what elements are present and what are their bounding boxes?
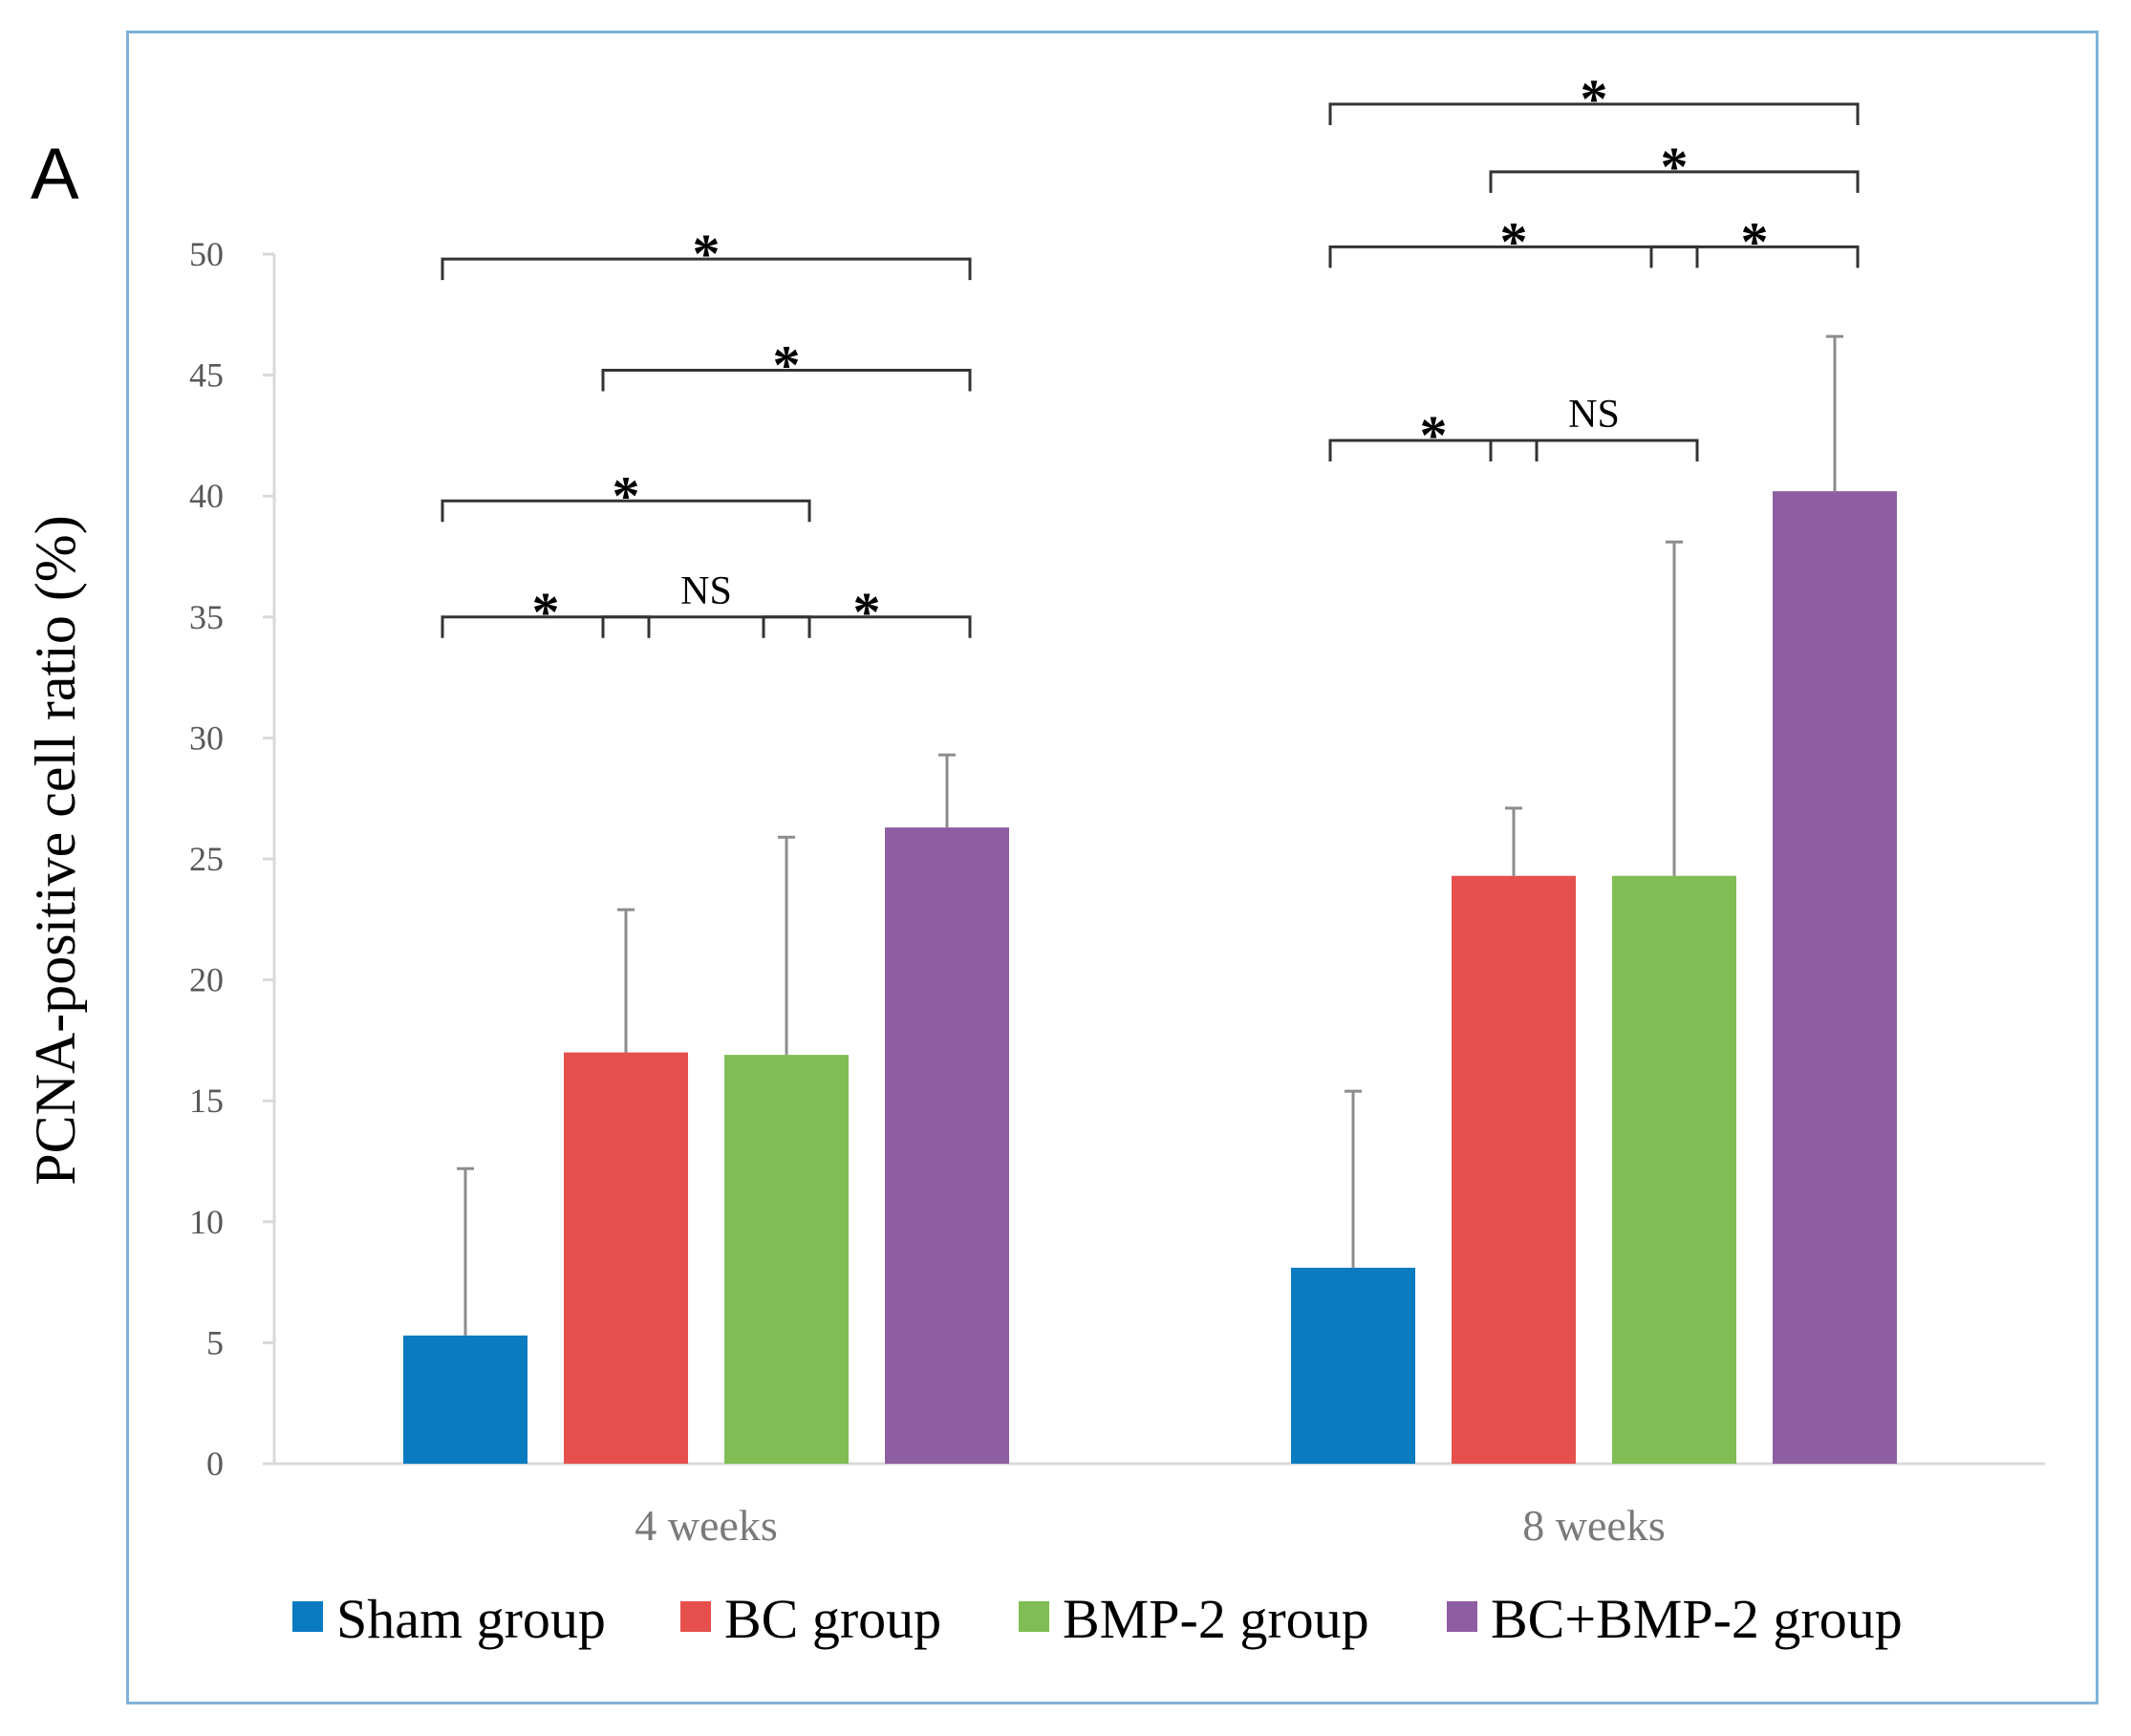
significance-bracket xyxy=(601,615,811,638)
legend-label: Sham group xyxy=(336,1588,606,1650)
significance-bracket xyxy=(1489,170,1860,193)
y-tick-label: 5 xyxy=(206,1323,224,1361)
significance-label: NS xyxy=(680,569,732,613)
significance-label: * xyxy=(1581,68,1608,130)
significance-label: * xyxy=(1420,404,1448,466)
x-category-label: 4 weeks xyxy=(635,1501,777,1550)
legend-swatch xyxy=(1019,1601,1049,1632)
legend-swatch xyxy=(1447,1601,1477,1632)
bar xyxy=(403,1335,527,1464)
significance-bracket xyxy=(1328,102,1860,126)
y-tick-label: 35 xyxy=(189,598,224,636)
y-tick-label: 40 xyxy=(189,477,224,515)
y-tick-label: 45 xyxy=(189,356,224,395)
significance-bracket xyxy=(1649,245,1860,268)
bar xyxy=(1452,875,1576,1464)
y-tick-label: 25 xyxy=(189,840,224,878)
significance-label: * xyxy=(613,464,640,526)
significance-bracket xyxy=(441,257,972,281)
legend-label: BMP-2 group xyxy=(1063,1588,1369,1650)
significance-label: * xyxy=(1741,210,1769,272)
y-tick-label: 0 xyxy=(206,1445,224,1483)
significance-label: * xyxy=(693,223,721,285)
y-axis-label: PCNA-positive cell ratio (%) xyxy=(24,515,87,1186)
y-tick-label: 15 xyxy=(189,1082,224,1120)
y-tick-label: 20 xyxy=(189,961,224,999)
significance-label: * xyxy=(1500,210,1528,272)
y-tick-label: 10 xyxy=(189,1203,224,1241)
significance-label: * xyxy=(1661,136,1689,198)
significance-bracket xyxy=(762,615,972,638)
significance-bracket xyxy=(1328,439,1539,461)
significance-bracket xyxy=(1489,439,1699,461)
legend-label: BC group xyxy=(724,1588,941,1650)
legend: Sham group BC group BMP-2 group BC+BMP-2 gr… xyxy=(292,1588,1903,1650)
panel-label: A xyxy=(31,134,79,215)
bar xyxy=(1291,1267,1415,1464)
bars-group xyxy=(403,334,1897,1464)
significance-group: * NS * * * * * NS * * * * xyxy=(441,68,1860,643)
bar xyxy=(564,1052,688,1464)
bar xyxy=(885,827,1009,1464)
y-tick-label: 50 xyxy=(189,235,224,273)
significance-label: * xyxy=(773,334,801,396)
y-tick-label: 30 xyxy=(189,718,224,757)
x-category-label: 8 weeks xyxy=(1522,1501,1665,1550)
bar xyxy=(724,1055,849,1464)
significance-label: NS xyxy=(1568,393,1620,437)
significance-bracket xyxy=(441,499,811,523)
legend-label: BC+BMP-2 group xyxy=(1491,1588,1903,1650)
significance-label: * xyxy=(853,581,881,643)
bar xyxy=(1773,491,1897,1464)
legend-swatch xyxy=(292,1601,323,1632)
significance-bracket xyxy=(441,615,651,638)
bar xyxy=(1612,875,1736,1464)
significance-bracket xyxy=(1328,245,1699,268)
legend-swatch xyxy=(680,1601,711,1632)
significance-bracket xyxy=(601,369,972,392)
significance-label: * xyxy=(532,581,560,643)
